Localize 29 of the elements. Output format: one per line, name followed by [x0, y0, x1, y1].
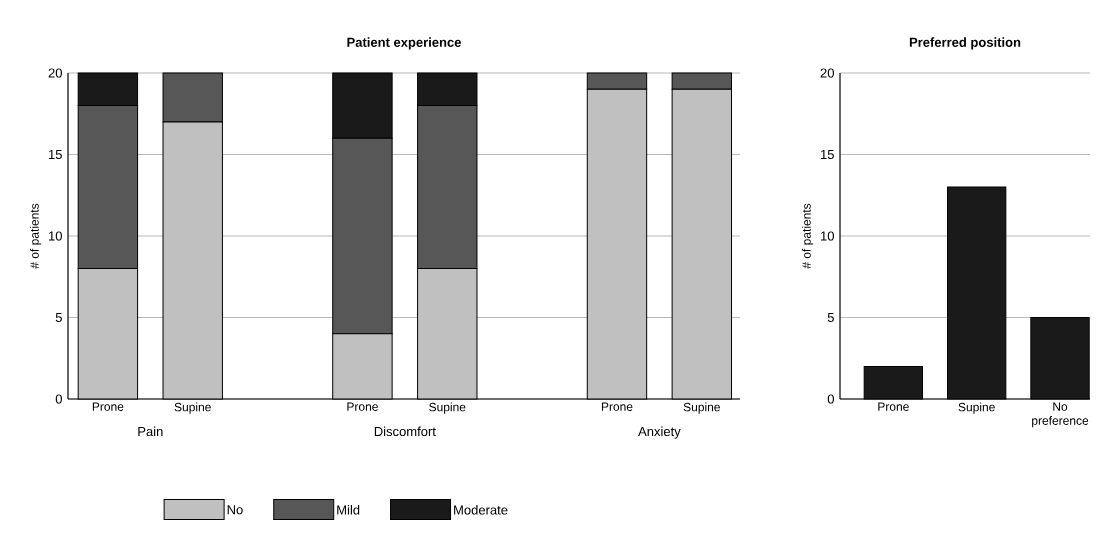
x-tick-label: Supine	[683, 402, 720, 414]
y-tick-label: 20	[48, 68, 62, 78]
text: Anxiety	[638, 426, 681, 439]
x-tick-label: Prone	[601, 402, 633, 411]
y-tick-label: 15	[821, 149, 834, 160]
chart-title: Preferred position	[909, 37, 1021, 50]
y-tick-label: 5	[55, 312, 62, 323]
y-tick-label: 0	[827, 394, 834, 404]
y-tick-label: 15	[49, 149, 62, 160]
x-tick-label: Prone	[878, 402, 909, 411]
y-tick-label: 10	[49, 231, 62, 241]
text: Pain	[138, 426, 163, 437]
y-tick-label: 0	[55, 394, 62, 404]
x-tick-label: Prone	[347, 402, 378, 411]
legend-label: Mild	[337, 505, 360, 515]
x-tick-label: Prone	[92, 402, 124, 411]
chart-title: Patient experience	[347, 37, 461, 50]
y-axis-title: # of patients	[801, 203, 814, 269]
y-tick-label: 5	[827, 312, 834, 323]
text: Discomfort	[374, 426, 436, 437]
y-tick-label: 20	[820, 68, 834, 78]
legend-label: Moderate	[454, 505, 508, 515]
y-axis-title: # of patients	[29, 203, 42, 269]
y-tick-label: 10	[821, 231, 834, 241]
x-tick-label: Supine	[958, 402, 995, 414]
x-tick-label: No preference	[1032, 402, 1089, 428]
x-tick-label: Supine	[429, 402, 466, 414]
legend-label: No	[227, 505, 243, 515]
x-tick-label: Supine	[174, 402, 211, 414]
